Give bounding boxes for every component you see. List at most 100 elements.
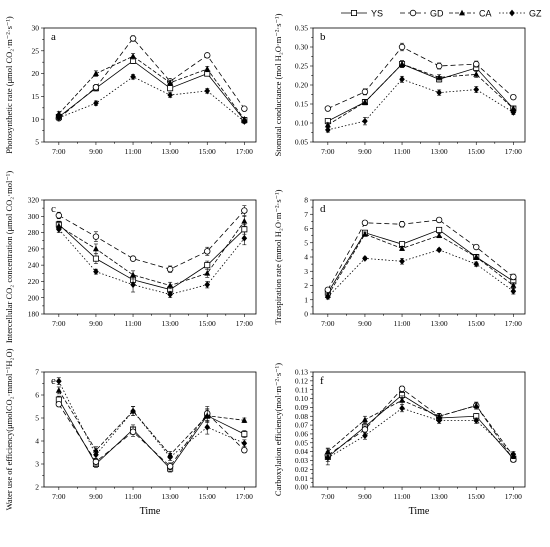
data-point-gd <box>473 60 480 68</box>
series-gd <box>55 401 248 471</box>
chart-panel-b: b 0.05 0.10 0.15 0.20 0.25 0.30 0.35 7:00 9:00 11:… <box>273 13 526 156</box>
chart-panel-f: f 0.000.010.020.030.040.050.060.070.080.0… <box>273 363 526 501</box>
data-point-ca <box>204 412 211 419</box>
y-axis-label: Water use of efficiency(μmolCO₂·mmol⁻¹H₂… <box>4 348 14 510</box>
x-tick-label: 17:00 <box>236 319 253 328</box>
series-line-ys <box>327 394 514 459</box>
x-tick-label: 13:00 <box>431 492 448 501</box>
data-point-gd <box>129 255 137 262</box>
plot-frame <box>312 27 526 143</box>
series-gz <box>56 73 248 125</box>
data-point-gd <box>129 428 137 435</box>
series-line-gd <box>58 403 245 467</box>
x-tick-label: 9:00 <box>89 147 103 156</box>
data-point-gz <box>167 91 173 99</box>
series-ys <box>324 60 517 125</box>
y-tick-label: 1 <box>304 295 308 304</box>
series-gz <box>325 404 517 462</box>
y-tick-label: 320 <box>28 196 40 205</box>
data-point-gz <box>93 99 99 107</box>
data-point-ca <box>204 269 211 276</box>
data-point-ca <box>510 282 517 288</box>
series-line-gd <box>327 388 514 460</box>
y-tick-label: 0.11 <box>295 385 308 394</box>
data-point-ca <box>399 60 406 67</box>
x-tick-label: 17:00 <box>505 147 522 156</box>
data-point-gz <box>325 454 331 462</box>
data-point-gz <box>204 87 211 95</box>
data-point-gz <box>510 450 517 458</box>
data-point-ca <box>167 282 174 288</box>
x-tick-label: 9:00 <box>358 147 372 156</box>
y-tick-label: 0.12 <box>295 376 308 385</box>
series-line-ca <box>327 399 514 457</box>
series-line-gd <box>327 219 514 290</box>
y-axis-label: Intercellular CO₂ concentration (μmol CO… <box>4 171 14 344</box>
series-ys <box>55 220 248 294</box>
data-point-gz <box>473 260 480 268</box>
x-tick-label: 7:00 <box>321 147 335 156</box>
data-point-gz <box>325 126 331 134</box>
data-point-ca <box>241 217 248 224</box>
data-point-gz <box>436 417 442 425</box>
data-point-gz <box>241 439 248 447</box>
data-point-gd <box>435 62 443 70</box>
series-line-ca <box>327 63 514 126</box>
x-axis-title-right: Time <box>409 506 430 517</box>
data-point-gz <box>93 268 99 276</box>
x-tick-label: 9:00 <box>89 492 103 501</box>
y-axis-label: Stomatal conductance (mol H₂O·m⁻²·s⁻¹) <box>273 13 283 156</box>
x-tick-label: 11:00 <box>394 492 411 501</box>
series-gd <box>324 42 517 112</box>
data-point-gz <box>241 234 248 242</box>
y-tick-label: 0.01 <box>295 474 308 483</box>
y-tick-label: 20 <box>32 69 40 78</box>
data-point-ca <box>361 416 368 423</box>
data-point-ys <box>204 262 211 269</box>
chart-panel-c: c 180 200 220 240 260 280 300 320 7:00 9:00 11:00 13… <box>4 171 257 344</box>
plot-frame <box>312 199 526 315</box>
data-point-ca <box>473 253 480 260</box>
series-ca <box>55 215 248 290</box>
data-point-ca <box>361 98 368 105</box>
series-line-ys <box>327 229 514 293</box>
data-point-ca <box>324 121 331 128</box>
series-line-gd <box>327 46 514 109</box>
data-point-gd <box>361 219 369 226</box>
data-point-ca <box>55 222 62 229</box>
y-tick-label: 7 <box>35 368 39 377</box>
panel-label: e <box>51 375 56 387</box>
data-point-gz <box>241 118 248 125</box>
data-point-ys <box>436 226 443 233</box>
y-tick-label: 6 <box>304 224 308 233</box>
data-point-gz <box>130 73 136 81</box>
series-line-gz <box>327 78 514 131</box>
legend-label-gd: GD <box>430 8 444 18</box>
data-point-gd <box>241 447 248 454</box>
data-point-ys <box>241 226 248 233</box>
data-point-ca <box>436 232 443 239</box>
data-point-gz <box>399 257 405 265</box>
data-point-gd <box>55 212 63 219</box>
y-tick-label: 5 <box>35 138 39 147</box>
y-tick-label: 8 <box>304 196 308 205</box>
chart-panel-e: e 2 3 4 5 6 7 7:00 9:00 11:00 13:00 15:00 17:00 Water… <box>4 348 257 510</box>
series-gz <box>56 377 248 461</box>
data-point-gz <box>362 432 368 440</box>
y-tick-label: 220 <box>28 277 40 286</box>
y-tick-label: 240 <box>28 261 40 270</box>
series-gd <box>55 205 248 273</box>
series-line-ys <box>58 399 245 470</box>
y-tick-label: 0.03 <box>295 456 308 465</box>
series-ys <box>55 57 248 124</box>
data-point-ca <box>167 79 174 86</box>
data-point-gz <box>362 255 368 262</box>
x-axis-title-left: Time <box>140 506 161 517</box>
data-point-gd <box>361 88 369 96</box>
y-tick-label: 2 <box>304 281 308 290</box>
data-point-gz <box>436 246 442 254</box>
y-tick-label: 5 <box>304 238 308 247</box>
series-line-gz <box>58 229 245 295</box>
